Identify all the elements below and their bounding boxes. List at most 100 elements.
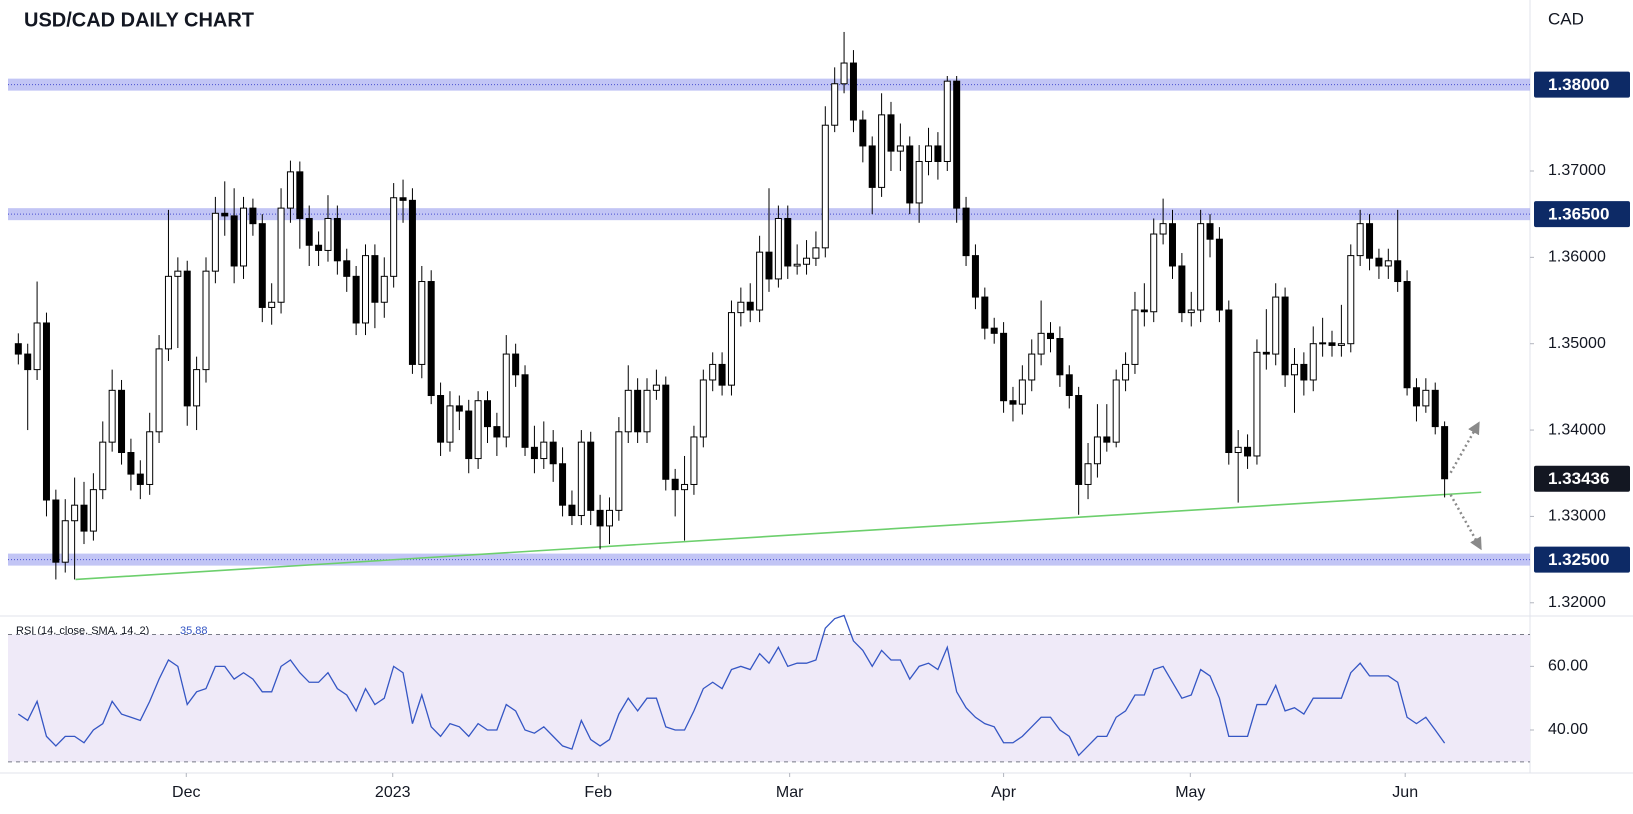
candle-body xyxy=(258,223,266,308)
candle-body xyxy=(793,263,801,267)
candle-body xyxy=(652,384,660,391)
candle-body xyxy=(1065,374,1073,397)
candle-body xyxy=(1384,260,1392,267)
candle-body xyxy=(483,400,491,428)
candle-body xyxy=(14,343,22,355)
candle-body xyxy=(99,441,107,491)
currency-label: CAD xyxy=(1548,9,1584,28)
candle-body xyxy=(1337,343,1345,346)
x-tick-label: Jun xyxy=(1392,784,1418,801)
candle-body xyxy=(474,400,482,460)
candle-body xyxy=(681,483,689,491)
candle-body xyxy=(765,251,773,280)
candle-body xyxy=(521,374,529,448)
candle-body xyxy=(108,389,116,443)
candle-body xyxy=(803,257,811,265)
level-label-bg xyxy=(1534,201,1630,228)
candle-body xyxy=(1215,238,1223,311)
x-tick-label: Feb xyxy=(584,784,612,801)
candle-body xyxy=(240,207,248,267)
candle-body xyxy=(1018,379,1026,405)
candle-body xyxy=(577,441,585,517)
candle-body xyxy=(1262,351,1270,355)
candle-body xyxy=(1140,309,1148,313)
candle-body xyxy=(587,441,595,511)
candle-body xyxy=(943,80,951,162)
candle-body xyxy=(559,463,567,506)
candle-body xyxy=(1328,342,1336,346)
candle-body xyxy=(1093,436,1101,465)
candle-body xyxy=(1112,379,1120,443)
level-zone xyxy=(8,78,1530,91)
candle-body xyxy=(1168,223,1176,267)
x-tick-label: Apr xyxy=(991,784,1017,801)
chart-title: USD/CAD DAILY CHART xyxy=(24,9,254,31)
candle-body xyxy=(80,504,88,532)
candle-body xyxy=(906,145,914,204)
candle-body xyxy=(1037,332,1045,355)
candle-body xyxy=(249,207,257,225)
y-tick-label: 1.34000 xyxy=(1548,421,1606,438)
candle-body xyxy=(1075,395,1083,485)
candle-body xyxy=(127,452,135,475)
candle-body xyxy=(1084,463,1092,485)
candle-body xyxy=(1206,223,1214,240)
candle-body xyxy=(1394,260,1402,283)
candle-body xyxy=(690,436,698,485)
rsi-value: 35.88 xyxy=(180,625,208,637)
candle-body xyxy=(1047,332,1055,340)
candle-body xyxy=(174,270,182,277)
level-label: 1.36500 xyxy=(1548,205,1609,224)
candle-body xyxy=(455,405,463,412)
candle-body xyxy=(671,478,679,491)
level-zone xyxy=(8,553,1530,566)
candle-body xyxy=(1131,309,1139,365)
y-tick-label: 1.33000 xyxy=(1548,508,1606,525)
candle-body xyxy=(155,348,163,433)
candle-body xyxy=(437,395,445,443)
candle-body xyxy=(371,255,379,303)
candle-body xyxy=(1028,353,1036,381)
candle-body xyxy=(1412,387,1420,407)
candle-body xyxy=(24,353,32,371)
candle-body xyxy=(183,270,191,407)
y-tick-label: 1.35000 xyxy=(1548,335,1606,352)
candle-body xyxy=(324,217,332,251)
candle-body xyxy=(33,322,41,371)
candle-body xyxy=(615,431,623,511)
candle-body xyxy=(193,369,201,407)
candle-body xyxy=(737,301,745,314)
y-tick-label: 60.00 xyxy=(1548,658,1588,675)
candle-body xyxy=(643,389,651,433)
rsi-line xyxy=(17,614,1446,757)
candle-body xyxy=(61,520,69,563)
candle-body xyxy=(352,275,360,324)
candle-body xyxy=(465,410,473,460)
candle-body xyxy=(934,145,942,162)
candle-body xyxy=(1356,223,1364,257)
candle-body xyxy=(268,301,276,308)
candle-body xyxy=(878,114,886,188)
candle-body xyxy=(71,504,79,522)
candle-body xyxy=(1000,332,1008,402)
candle-body xyxy=(1056,338,1064,376)
candle-body xyxy=(343,260,351,277)
x-tick-label: May xyxy=(1175,784,1205,801)
candle-body xyxy=(493,426,501,438)
rsi-band-fill xyxy=(8,634,1530,762)
y-tick-label: 1.37000 xyxy=(1548,162,1606,179)
candle-body xyxy=(662,384,670,480)
level-label: 1.38000 xyxy=(1548,75,1609,94)
candle-body xyxy=(915,160,923,204)
candle-body xyxy=(1309,343,1317,381)
candle-body xyxy=(605,509,613,527)
candle-body xyxy=(1281,296,1289,376)
candle-body xyxy=(286,171,294,209)
candle-body xyxy=(962,207,970,257)
candle-body xyxy=(971,255,979,298)
candle-body xyxy=(849,62,857,121)
candle-body xyxy=(1225,309,1233,454)
candle-body xyxy=(1347,255,1355,345)
candle-body xyxy=(1159,223,1167,235)
